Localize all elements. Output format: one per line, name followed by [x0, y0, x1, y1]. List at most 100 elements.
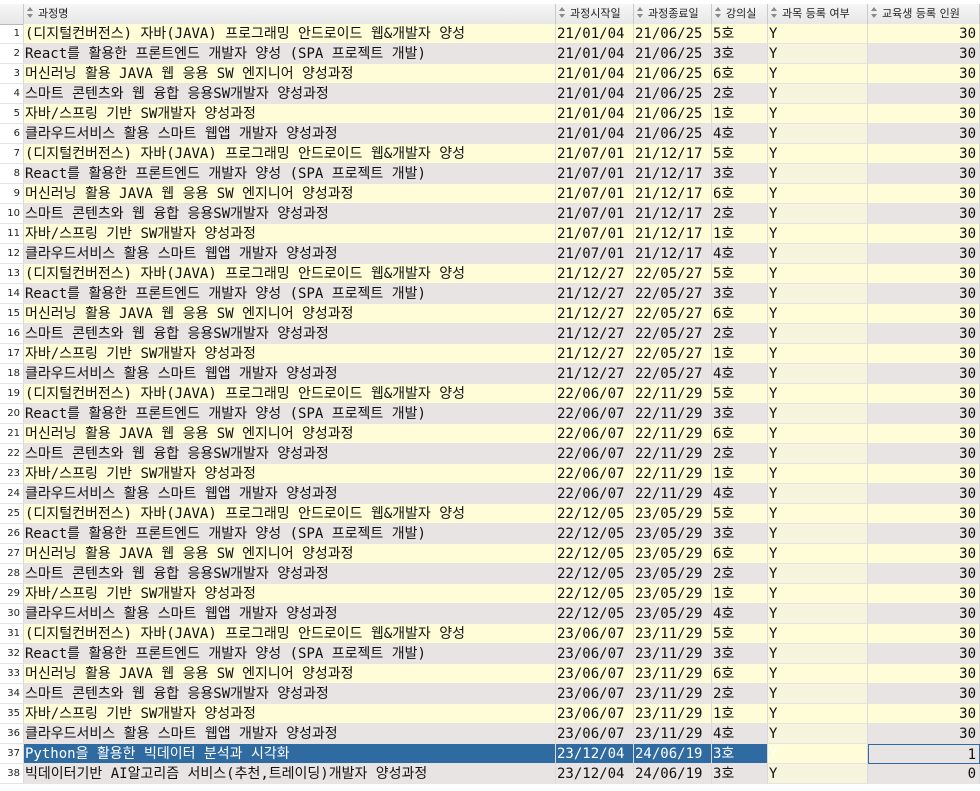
start-date-cell[interactable]: 21/12/27 [556, 304, 634, 324]
subject-registered-cell[interactable]: Y [768, 384, 868, 404]
room-cell[interactable]: 3호 [712, 524, 768, 544]
sort-icon[interactable] [636, 7, 645, 19]
row-number-cell[interactable]: 9 [0, 184, 24, 204]
end-date-cell[interactable]: 22/11/29 [634, 384, 712, 404]
subject-registered-cell[interactable]: Y [768, 24, 868, 44]
end-date-cell[interactable]: 21/12/17 [634, 204, 712, 224]
course-name-cell[interactable]: (디지털컨버전스) 자바(JAVA) 프로그래밍 안드로이드 웹&개발자 양성 [24, 264, 556, 284]
end-date-cell[interactable]: 23/05/29 [634, 584, 712, 604]
row-number-cell[interactable]: 16 [0, 324, 24, 344]
row-number-cell[interactable]: 21 [0, 424, 24, 444]
sort-icon[interactable] [770, 7, 779, 19]
subject-registered-cell[interactable]: Y [768, 64, 868, 84]
table-row[interactable]: 21 머신러닝 활용 JAVA 웹 응용 SW 엔지니어 양성과정 22/06/07… [0, 424, 980, 444]
student-count-cell[interactable]: 30 [868, 444, 980, 464]
column-header-room[interactable]: 강의실 [712, 4, 768, 24]
table-row[interactable]: 9 머신러닝 활용 JAVA 웹 응용 SW 엔지니어 양성과정 21/07/01 2… [0, 184, 980, 204]
row-number-cell[interactable]: 4 [0, 84, 24, 104]
end-date-cell[interactable]: 23/11/29 [634, 724, 712, 744]
subject-registered-cell[interactable]: Y [768, 284, 868, 304]
student-count-cell[interactable]: 30 [868, 264, 980, 284]
start-date-cell[interactable]: 21/01/04 [556, 64, 634, 84]
start-date-cell[interactable]: 22/12/05 [556, 504, 634, 524]
table-row[interactable]: 23 자바/스프링 기반 SW개발자 양성과정 22/06/07 22/11/29 1호… [0, 464, 980, 484]
row-number-cell[interactable]: 2 [0, 44, 24, 64]
table-row[interactable]: 24 클라우드서비스 활용 스마트 웹앱 개발자 양성과정 22/06/07 22/1… [0, 484, 980, 504]
student-count-cell[interactable]: 30 [868, 644, 980, 664]
student-count-cell[interactable]: 30 [868, 284, 980, 304]
course-name-cell[interactable]: 클라우드서비스 활용 스마트 웹앱 개발자 양성과정 [24, 124, 556, 144]
row-number-cell[interactable]: 37 [0, 744, 24, 764]
row-number-cell[interactable]: 11 [0, 224, 24, 244]
start-date-cell[interactable]: 22/06/07 [556, 484, 634, 504]
column-header-end-date[interactable]: 과정종료일 [634, 4, 712, 24]
table-row[interactable]: 11 자바/스프링 기반 SW개발자 양성과정 21/07/01 21/12/17 1호… [0, 224, 980, 244]
subject-registered-cell[interactable]: Y [768, 224, 868, 244]
column-header-course-name[interactable]: 과정명 [24, 4, 556, 24]
student-count-cell[interactable]: 30 [868, 724, 980, 744]
subject-registered-cell[interactable]: Y [768, 204, 868, 224]
student-count-cell[interactable]: 30 [868, 64, 980, 84]
course-name-cell[interactable]: 클라우드서비스 활용 스마트 웹앱 개발자 양성과정 [24, 244, 556, 264]
student-count-cell[interactable]: 30 [868, 484, 980, 504]
student-count-cell[interactable]: 30 [868, 244, 980, 264]
row-number-cell[interactable]: 34 [0, 684, 24, 704]
student-count-cell[interactable]: 30 [868, 344, 980, 364]
student-count-cell[interactable]: 30 [868, 144, 980, 164]
row-number-cell[interactable]: 23 [0, 464, 24, 484]
course-name-cell[interactable]: 머신러닝 활용 JAVA 웹 응용 SW 엔지니어 양성과정 [24, 544, 556, 564]
course-name-cell[interactable]: 자바/스프링 기반 SW개발자 양성과정 [24, 584, 556, 604]
end-date-cell[interactable]: 21/06/25 [634, 64, 712, 84]
start-date-cell[interactable]: 23/06/07 [556, 644, 634, 664]
sort-icon[interactable] [26, 7, 35, 19]
student-count-cell[interactable]: 30 [868, 364, 980, 384]
table-row[interactable]: 37 Python을 활용한 빅데이터 분석과 시각화 23/12/04 24/06/… [0, 744, 980, 764]
room-cell[interactable]: 5호 [712, 264, 768, 284]
room-cell[interactable]: 6호 [712, 304, 768, 324]
student-count-cell[interactable]: 1 [868, 744, 980, 764]
row-number-cell[interactable]: 5 [0, 104, 24, 124]
room-cell[interactable]: 1호 [712, 584, 768, 604]
row-number-cell[interactable]: 32 [0, 644, 24, 664]
row-number-cell[interactable]: 35 [0, 704, 24, 724]
end-date-cell[interactable]: 21/12/17 [634, 144, 712, 164]
course-name-cell[interactable]: 스마트 콘텐츠와 웹 융합 응용SW개발자 양성과정 [24, 204, 556, 224]
table-row[interactable]: 3 머신러닝 활용 JAVA 웹 응용 SW 엔지니어 양성과정 21/01/04 2… [0, 64, 980, 84]
subject-registered-cell[interactable]: Y [768, 324, 868, 344]
row-number-cell[interactable]: 15 [0, 304, 24, 324]
course-name-cell[interactable]: React를 활용한 프론트엔드 개발자 양성 (SPA 프로젝트 개발) [24, 644, 556, 664]
student-count-cell[interactable]: 30 [868, 384, 980, 404]
table-row[interactable]: 7 (디지털컨버전스) 자바(JAVA) 프로그래밍 안드로이드 웹&개발자 양성… [0, 144, 980, 164]
room-cell[interactable]: 4호 [712, 484, 768, 504]
start-date-cell[interactable]: 23/06/07 [556, 704, 634, 724]
row-number-cell[interactable]: 10 [0, 204, 24, 224]
course-name-cell[interactable]: React를 활용한 프론트엔드 개발자 양성 (SPA 프로젝트 개발) [24, 164, 556, 184]
subject-registered-cell[interactable]: Y [768, 124, 868, 144]
room-cell[interactable]: 2호 [712, 684, 768, 704]
start-date-cell[interactable]: 21/07/01 [556, 244, 634, 264]
student-count-cell[interactable]: 30 [868, 224, 980, 244]
end-date-cell[interactable]: 21/12/17 [634, 244, 712, 264]
room-cell[interactable]: 3호 [712, 164, 768, 184]
start-date-cell[interactable]: 22/12/05 [556, 604, 634, 624]
room-cell[interactable]: 6호 [712, 544, 768, 564]
column-header-start-date[interactable]: 과정시작일 [556, 4, 634, 24]
end-date-cell[interactable]: 22/11/29 [634, 444, 712, 464]
start-date-cell[interactable]: 21/01/04 [556, 124, 634, 144]
course-name-cell[interactable]: (디지털컨버전스) 자바(JAVA) 프로그래밍 안드로이드 웹&개발자 양성 [24, 144, 556, 164]
student-count-cell[interactable]: 30 [868, 44, 980, 64]
row-number-cell[interactable]: 13 [0, 264, 24, 284]
end-date-cell[interactable]: 24/06/19 [634, 744, 712, 764]
table-row[interactable]: 1 (디지털컨버전스) 자바(JAVA) 프로그래밍 안드로이드 웹&개발자 양성… [0, 24, 980, 44]
row-number-cell[interactable]: 28 [0, 564, 24, 584]
end-date-cell[interactable]: 21/12/17 [634, 164, 712, 184]
course-name-cell[interactable]: 머신러닝 활용 JAVA 웹 응용 SW 엔지니어 양성과정 [24, 424, 556, 444]
student-count-cell[interactable]: 30 [868, 404, 980, 424]
start-date-cell[interactable]: 22/06/07 [556, 464, 634, 484]
row-number-cell[interactable]: 3 [0, 64, 24, 84]
course-name-cell[interactable]: 스마트 콘텐츠와 웹 융합 응용SW개발자 양성과정 [24, 84, 556, 104]
table-row[interactable]: 29 자바/스프링 기반 SW개발자 양성과정 22/12/05 23/05/29 1호… [0, 584, 980, 604]
subject-registered-cell[interactable]: Y [768, 304, 868, 324]
subject-registered-cell[interactable]: Y [768, 624, 868, 644]
start-date-cell[interactable]: 21/01/04 [556, 44, 634, 64]
